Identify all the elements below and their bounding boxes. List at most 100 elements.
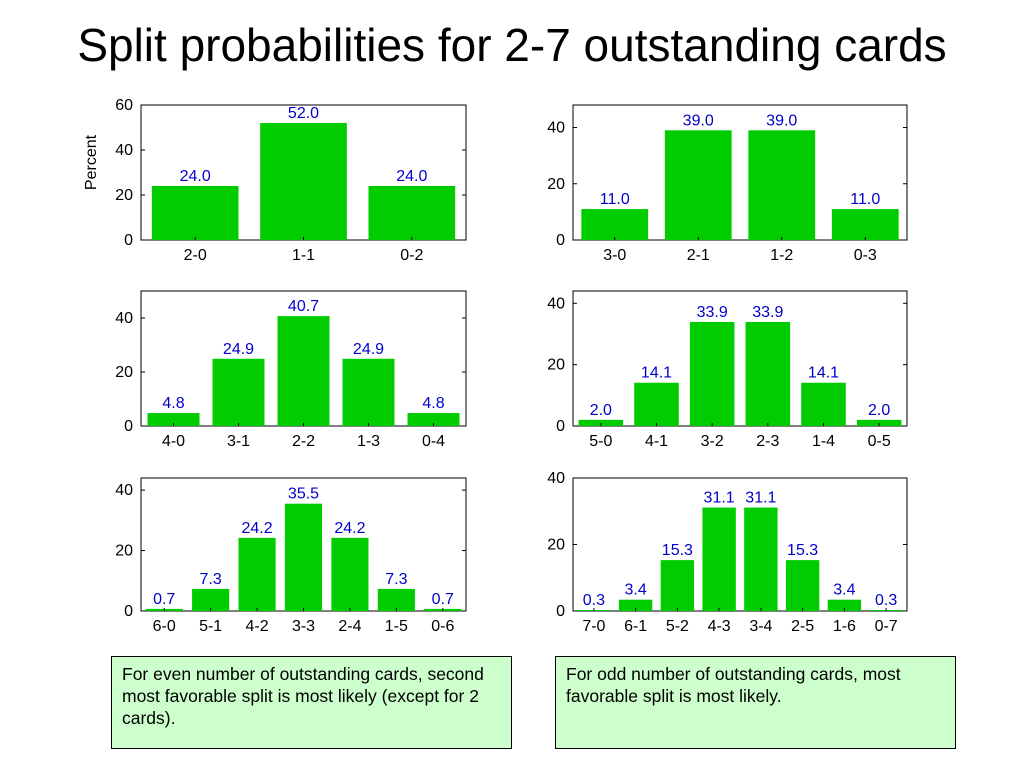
- bar-0-1-1: [260, 123, 347, 240]
- value-label-2-1: 24.9: [223, 341, 254, 358]
- value-label-3-3: 33.9: [752, 304, 783, 321]
- y-tick-label-4-1: 20: [115, 543, 133, 560]
- x-tick-label-3-1: 4-1: [645, 433, 668, 450]
- note-odd-cards: For odd number of outstanding cards, mos…: [555, 656, 956, 749]
- value-label-4-4: 24.2: [334, 520, 365, 537]
- plot-frame-5: [572, 477, 908, 612]
- x-tick-label-3-2: 3-2: [701, 433, 724, 450]
- bar-2-1-3: [342, 358, 395, 426]
- x-tick-label-1-3: 0-3: [854, 247, 877, 264]
- plot-frame-3: [572, 290, 908, 427]
- x-tick-label-4-1: 5-1: [199, 618, 222, 635]
- bar-2-3-1: [212, 358, 265, 426]
- x-tick-label-3-4: 1-4: [812, 433, 835, 450]
- value-label-5-0: 0.3: [583, 592, 605, 609]
- y-tick-label-1-2: 40: [547, 120, 565, 137]
- value-label-1-3: 11.0: [850, 191, 880, 208]
- x-tick-label-4-3: 3-3: [292, 618, 315, 635]
- bar-3-3-2: [689, 321, 735, 426]
- bar-3-1-4: [801, 382, 846, 426]
- value-label-5-3: 31.1: [704, 490, 735, 507]
- value-label-5-7: 0.3: [875, 592, 897, 609]
- y-axis-label-0: Percent: [83, 134, 100, 190]
- value-label-1-2: 39.0: [766, 112, 797, 129]
- bar-4-1-5: [377, 588, 415, 611]
- x-tick-label-2-1: 3-1: [227, 433, 250, 450]
- x-tick-label-5-2: 5-2: [666, 618, 689, 635]
- x-tick-label-4-5: 1-5: [385, 618, 408, 635]
- y-tick-label-4-0: 0: [124, 603, 133, 620]
- value-label-3-4: 14.1: [808, 365, 839, 382]
- x-tick-label-5-7: 0-7: [875, 618, 898, 635]
- bar-4-5-1: [192, 588, 230, 611]
- value-label-1-0: 11.0: [600, 191, 630, 208]
- plot-frame-1: [572, 104, 908, 241]
- x-tick-label-4-4: 2-4: [338, 618, 361, 635]
- y-tick-label-4-2: 40: [115, 482, 133, 499]
- bar-3-5-0: [578, 419, 624, 426]
- bar-1-1-2: [748, 130, 816, 240]
- y-tick-label-2-0: 0: [124, 418, 133, 435]
- value-label-2-4: 4.8: [422, 395, 444, 412]
- x-tick-label-2-0: 4-0: [162, 433, 185, 450]
- y-tick-label-3-2: 40: [547, 295, 565, 312]
- x-tick-label-0-2: 0-2: [400, 247, 423, 264]
- bar-1-3-0: [581, 209, 649, 240]
- value-label-0-0: 24.0: [180, 168, 211, 185]
- bar-3-4-1: [634, 382, 679, 426]
- x-tick-label-1-0: 3-0: [603, 247, 626, 264]
- bar-4-3-3: [284, 503, 323, 611]
- bar-0-0-2: [368, 186, 456, 240]
- x-tick-label-1-1: 2-1: [687, 247, 710, 264]
- bar-5-6-1: [618, 599, 653, 611]
- y-tick-label-3-1: 20: [547, 357, 565, 374]
- bar-2-2-2: [277, 316, 330, 426]
- value-label-3-1: 14.1: [641, 365, 672, 382]
- value-label-5-6: 3.4: [833, 582, 855, 599]
- bar-1-0-3: [831, 209, 899, 240]
- y-tick-label-5-1: 20: [547, 537, 565, 554]
- y-tick-label-2-2: 40: [115, 310, 133, 327]
- y-tick-label-1-1: 20: [547, 176, 565, 193]
- x-tick-label-5-0: 7-0: [582, 618, 605, 635]
- bar-2-0-4: [407, 413, 460, 426]
- x-tick-label-2-3: 1-3: [357, 433, 380, 450]
- bar-2-4-0: [147, 413, 200, 426]
- note-even-text: For even number of outstanding cards, se…: [122, 664, 484, 728]
- bar-1-2-1: [664, 130, 732, 240]
- y-tick-label-0-3: 60: [115, 97, 133, 114]
- bar-5-2-5: [785, 560, 820, 611]
- x-tick-label-3-0: 5-0: [589, 433, 612, 450]
- y-tick-label-1-0: 0: [556, 232, 565, 249]
- x-tick-label-5-5: 2-5: [791, 618, 814, 635]
- value-label-3-5: 2.0: [868, 402, 890, 419]
- x-tick-label-1-2: 1-2: [770, 247, 793, 264]
- y-tick-label-5-2: 40: [547, 470, 565, 487]
- value-label-5-2: 15.3: [662, 542, 693, 559]
- value-label-4-3: 35.5: [288, 486, 319, 503]
- bar-3-0-5: [856, 419, 902, 426]
- x-tick-label-3-5: 0-5: [868, 433, 891, 450]
- bar-5-4-3: [702, 507, 736, 611]
- x-tick-label-3-3: 2-3: [756, 433, 779, 450]
- y-tick-label-2-1: 20: [115, 364, 133, 381]
- y-tick-label-0-0: 0: [124, 232, 133, 249]
- y-tick-label-0-1: 20: [115, 187, 133, 204]
- x-tick-label-2-4: 0-4: [422, 433, 445, 450]
- y-tick-label-5-0: 0: [556, 603, 565, 620]
- value-label-5-1: 3.4: [625, 582, 647, 599]
- value-label-0-2: 24.0: [396, 168, 427, 185]
- value-label-4-5: 7.3: [385, 571, 407, 588]
- value-label-3-2: 33.9: [697, 304, 728, 321]
- value-label-4-2: 24.2: [242, 520, 273, 537]
- x-tick-label-5-3: 4-3: [708, 618, 731, 635]
- bar-5-5-2: [660, 560, 695, 611]
- x-tick-label-4-6: 0-6: [431, 618, 454, 635]
- value-label-2-0: 4.8: [162, 395, 184, 412]
- bar-4-4-2: [238, 537, 276, 611]
- note-odd-text: For odd number of outstanding cards, mos…: [566, 664, 901, 706]
- x-tick-label-5-4: 3-4: [749, 618, 772, 635]
- value-label-4-0: 0.7: [153, 591, 175, 608]
- bar-0-2-0: [151, 186, 239, 240]
- value-label-5-4: 31.1: [745, 490, 776, 507]
